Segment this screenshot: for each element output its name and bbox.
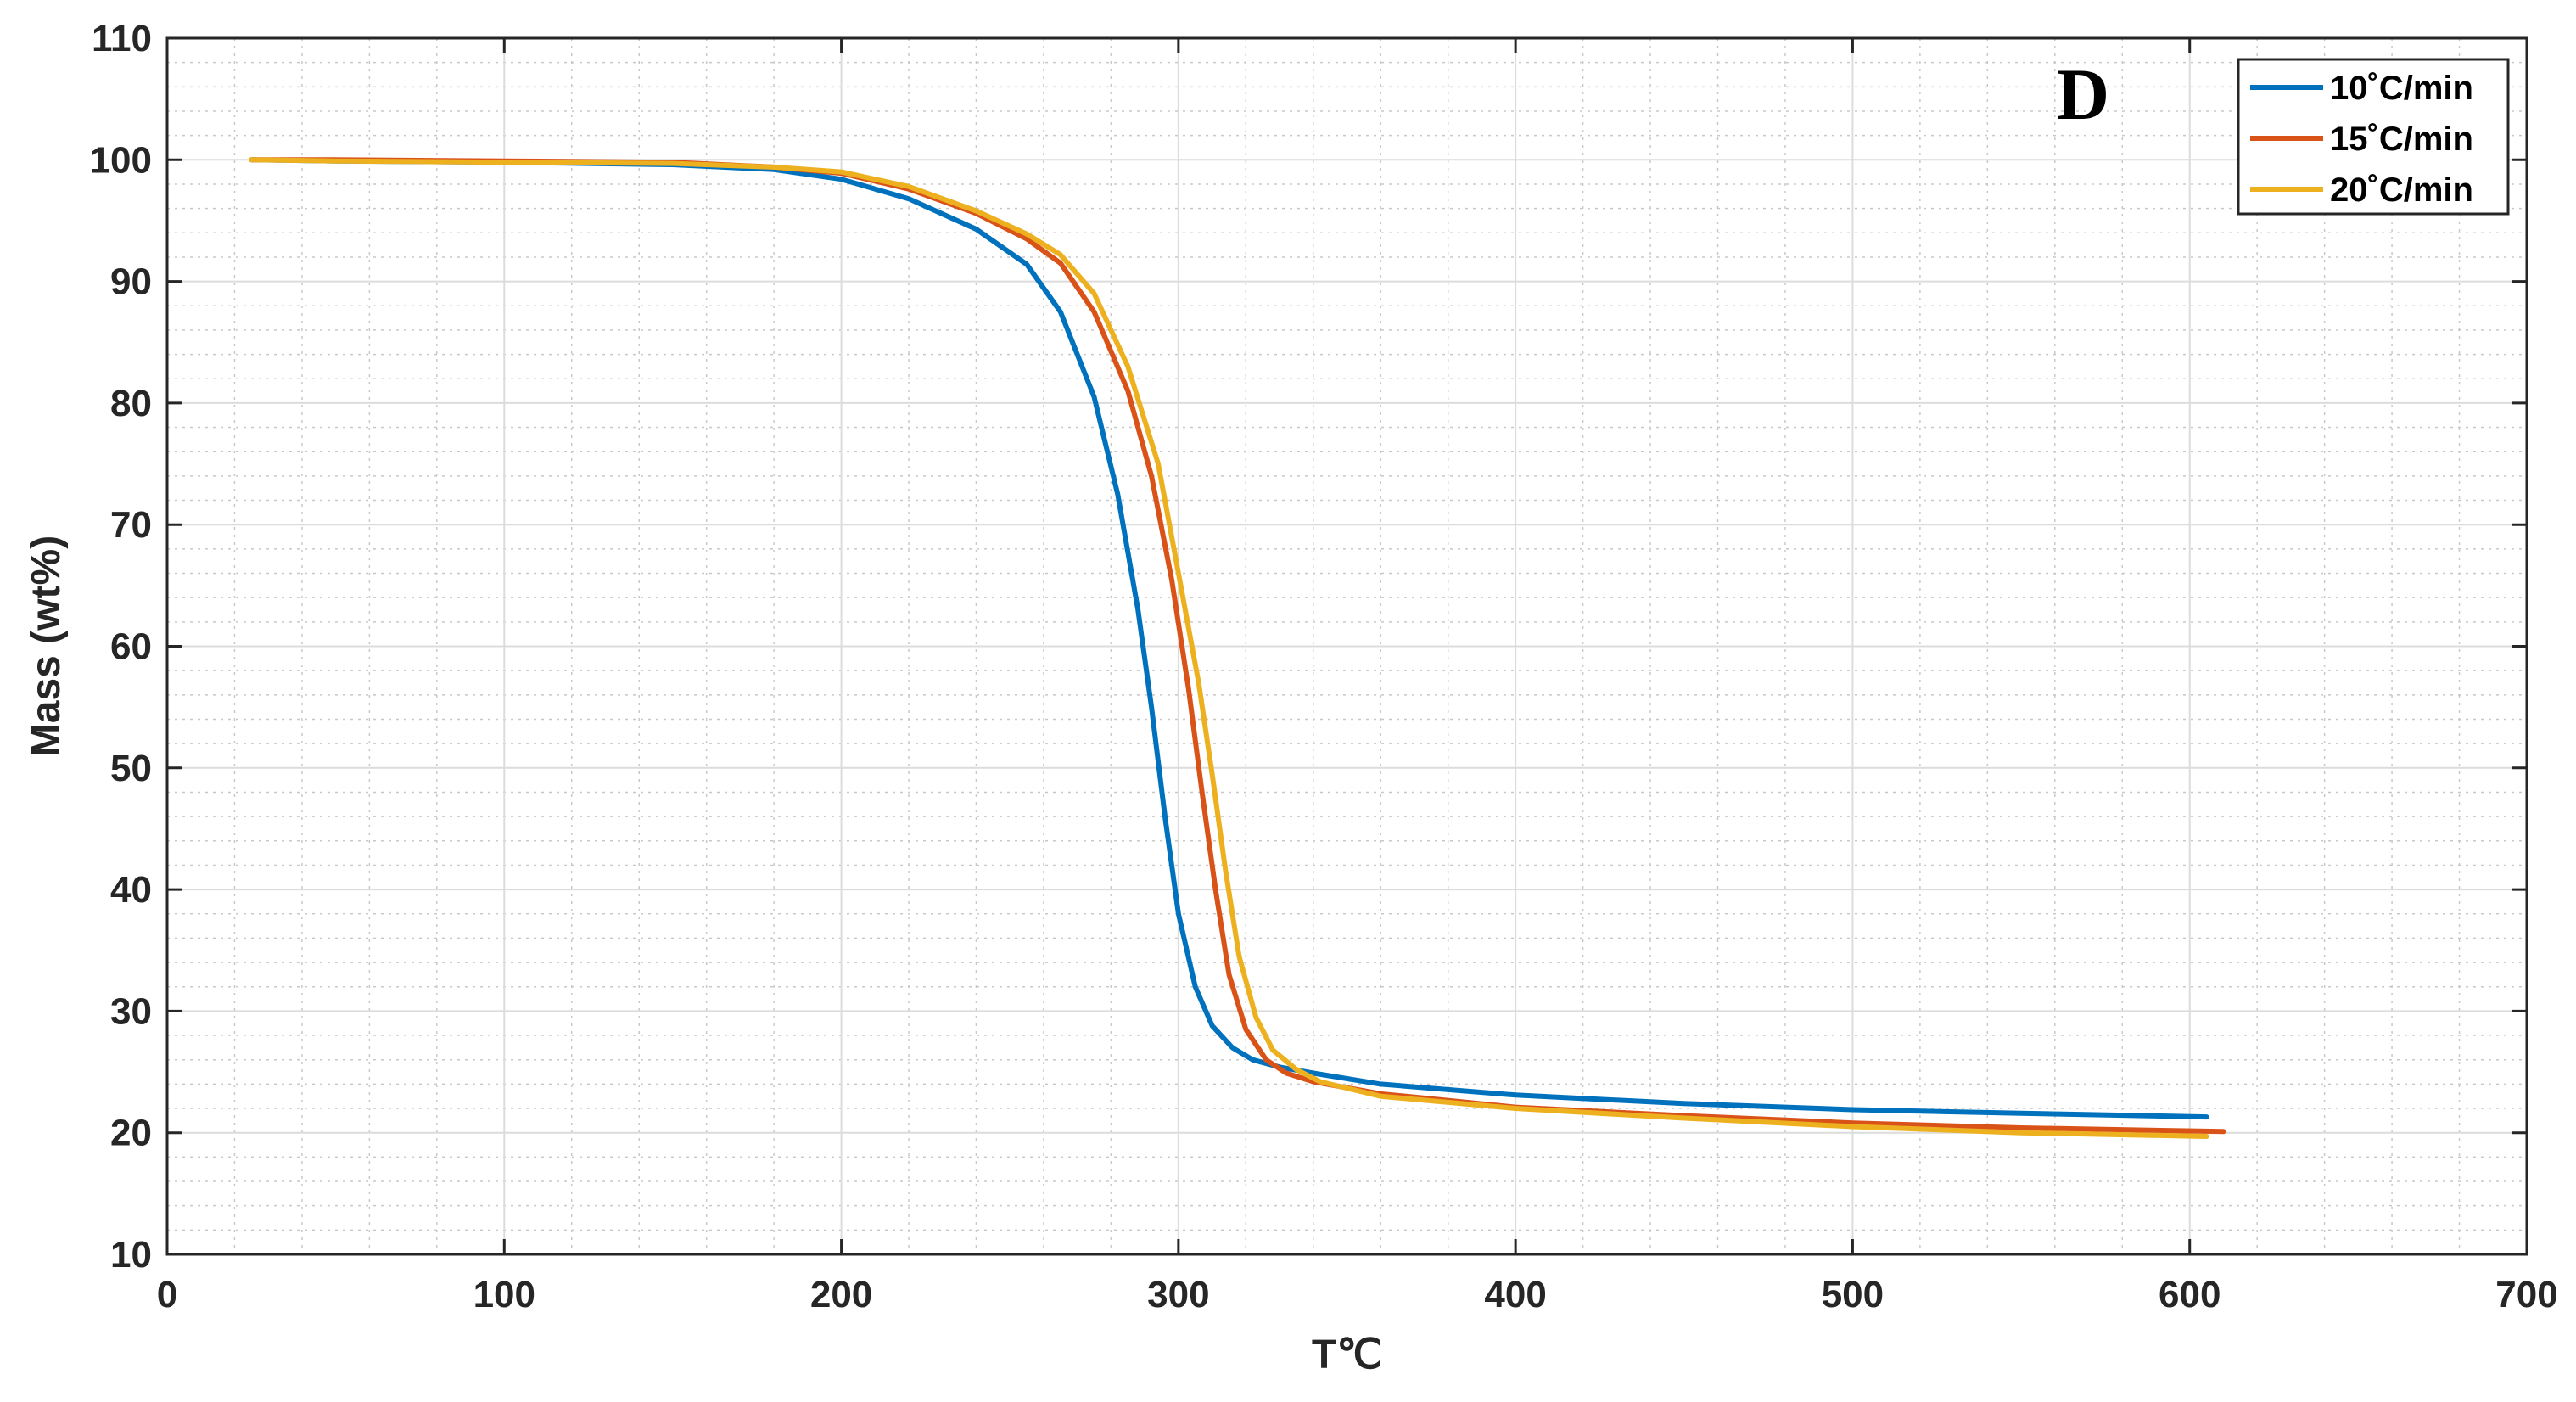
panel-label: D bbox=[2057, 53, 2109, 135]
legend: 10˚C/min 15˚C/min 20˚C/min bbox=[2237, 58, 2510, 216]
y-tick-label: 40 bbox=[110, 869, 152, 911]
y-tick-label: 90 bbox=[110, 261, 152, 303]
x-tick-label: 500 bbox=[1822, 1274, 1884, 1315]
y-tick-label: 30 bbox=[110, 990, 152, 1032]
x-tick-label: 100 bbox=[473, 1274, 535, 1315]
y-tick-label: 70 bbox=[110, 504, 152, 546]
y-tick-label: 10 bbox=[110, 1234, 152, 1276]
x-tick-label: 700 bbox=[2495, 1274, 2557, 1315]
y-tick-label: 20 bbox=[110, 1113, 152, 1154]
x-tick-label: 400 bbox=[1484, 1274, 1546, 1315]
legend-label-3: 20˚C/min bbox=[2330, 171, 2473, 209]
y-tick-label: 60 bbox=[110, 626, 152, 668]
ticks-layer bbox=[165, 36, 2528, 1256]
y-tick-label: 100 bbox=[90, 139, 152, 181]
series-line-3 bbox=[249, 157, 2209, 1139]
x-tick-labels: 0 100 200 300 400 500 600 700 bbox=[157, 1274, 2558, 1315]
y-tick-label: 110 bbox=[92, 18, 152, 59]
x-tick-label: 0 bbox=[157, 1274, 177, 1315]
y-axis-title: Mass (wt%) bbox=[24, 536, 69, 757]
y-tick-labels: 10 20 30 40 50 60 70 80 90 100 110 bbox=[90, 18, 152, 1276]
y-tick-label: 50 bbox=[110, 748, 152, 789]
x-tick-label: 600 bbox=[2159, 1274, 2220, 1315]
x-tick-label: 200 bbox=[810, 1274, 872, 1315]
legend-label-1: 10˚C/min bbox=[2330, 70, 2473, 107]
x-axis-title: T℃ bbox=[1312, 1332, 1382, 1377]
x-tick-label: 300 bbox=[1147, 1274, 1209, 1315]
series-line-1 bbox=[249, 157, 2209, 1120]
y-tick-label: 80 bbox=[110, 383, 152, 424]
series-layer bbox=[249, 157, 2226, 1139]
legend-label-2: 15˚C/min bbox=[2330, 121, 2473, 158]
